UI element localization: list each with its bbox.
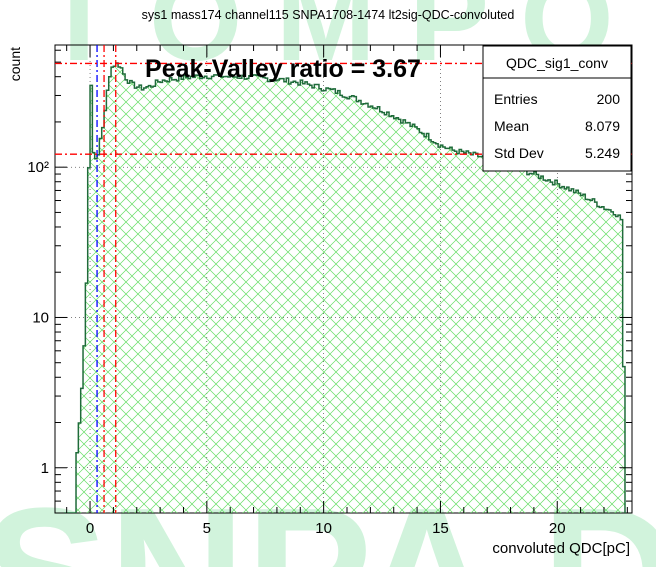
histogram — [64, 62, 626, 513]
chart-title: sys1 mass174 channel115 SNPA1708-1474 lt… — [142, 8, 515, 22]
y-tick-label-2: 10² — [27, 159, 49, 176]
y-axis-label: count — [7, 47, 23, 81]
x-tick-label-3: 15 — [432, 520, 449, 537]
stat-label-entries: Entries — [494, 91, 538, 107]
stat-label-mean: Mean — [494, 118, 529, 134]
stats-box: QDC_sig1_conv Entries 200 Mean 8.079 Std… — [482, 45, 632, 172]
x-tick-label-1: 5 — [203, 520, 211, 537]
y-tick-label-0: 1 — [41, 460, 49, 477]
y-tick-label-1: 10 — [32, 309, 49, 326]
stat-label-stddev: Std Dev — [494, 145, 544, 161]
stat-value-mean: 8.079 — [585, 118, 620, 134]
stat-value-stddev: 5.249 — [585, 145, 620, 161]
x-tick-label-4: 20 — [549, 520, 566, 537]
x-axis-label: convoluted QDC[pC] — [492, 540, 630, 557]
histogram-outline — [64, 62, 626, 513]
peak-valley-annotation: Peak-Valley ratio = 3.67 — [145, 55, 421, 83]
x-tick-label-0: 0 — [86, 520, 94, 537]
histogram-fill — [64, 62, 625, 513]
x-tick-label-2: 10 — [315, 520, 332, 537]
stats-box-title: QDC_sig1_conv — [506, 55, 608, 71]
axes: 0 5 10 15 20 1 10 10² — [27, 45, 632, 537]
stats-box-frame — [482, 45, 632, 172]
stat-value-entries: 200 — [597, 91, 621, 107]
